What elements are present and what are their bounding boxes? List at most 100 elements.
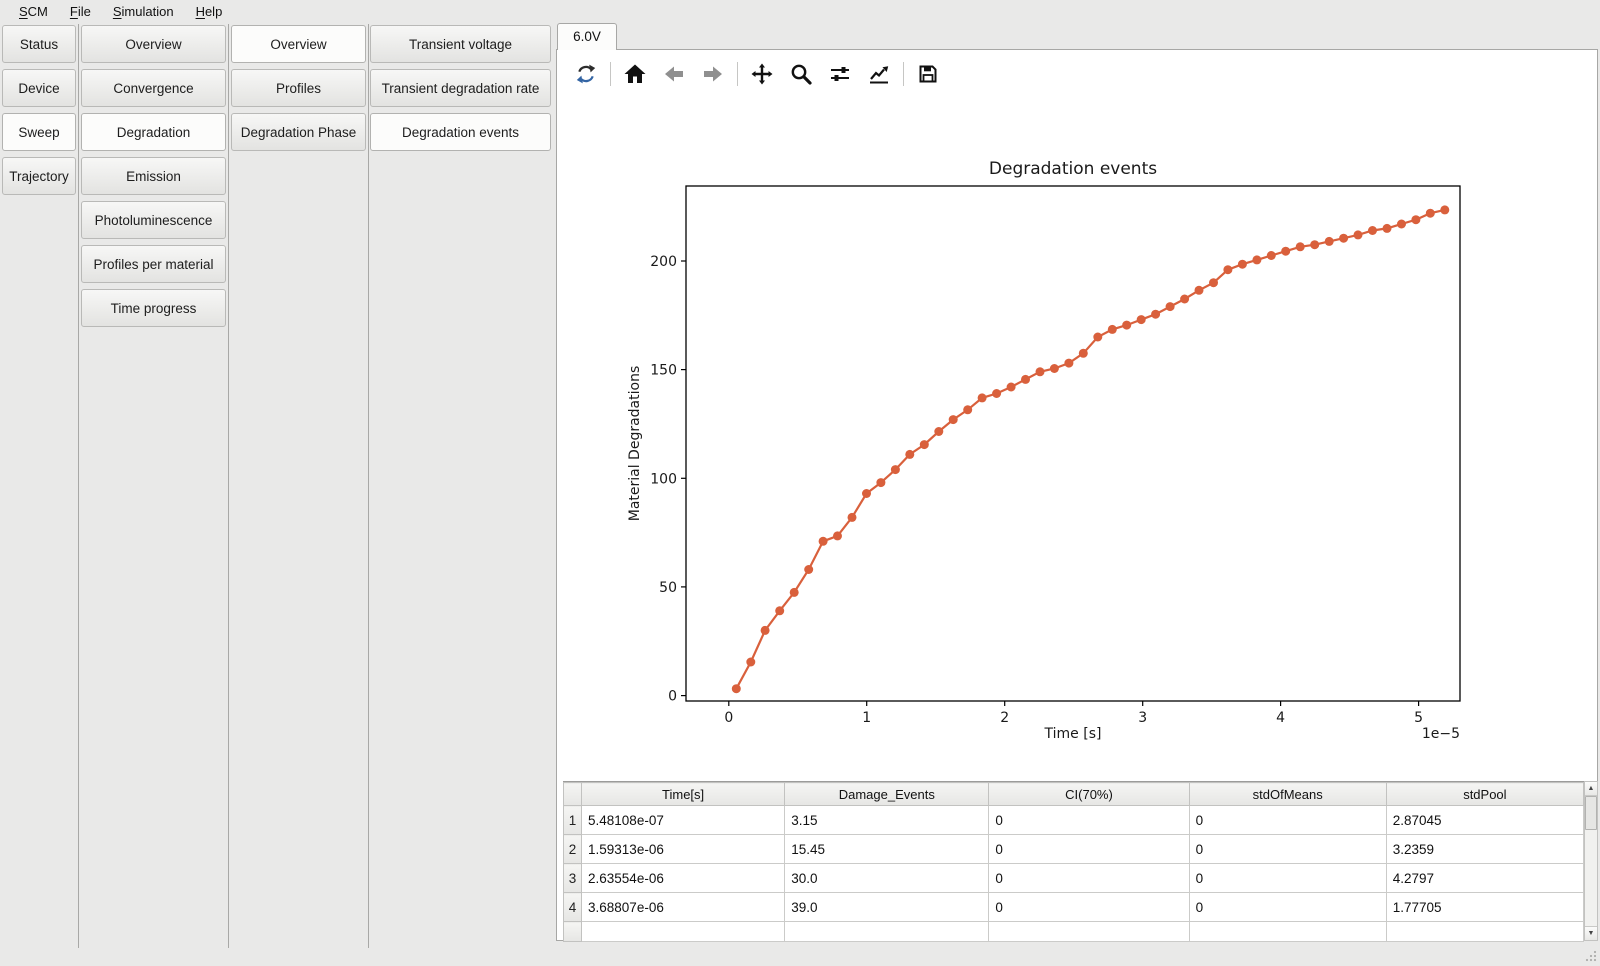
row-number[interactable]: 3 [564,864,582,893]
pan-button[interactable] [747,59,777,89]
toolbar-separator-2 [737,62,738,86]
back-button[interactable] [659,59,689,89]
svg-text:100: 100 [650,471,677,487]
table-cell[interactable]: 4.2797 [1386,864,1583,893]
subplot-config-button[interactable] [825,59,855,89]
table-cell[interactable]: 0 [1189,864,1386,893]
voltage-tab[interactable]: 6.0V [557,23,617,50]
menu-help[interactable]: Help [185,2,234,21]
table-cell[interactable]: 0 [1189,835,1386,864]
tab-trajectory[interactable]: Trajectory [2,157,76,195]
tab-emission[interactable]: Emission [81,157,226,195]
tab-convergence[interactable]: Convergence [81,69,226,107]
table-row: 3 2.63554e-06 30.0 0 0 4.2797 [564,864,1584,893]
tab-transient-degradation-rate[interactable]: Transient degradation rate [370,69,551,107]
scroll-down-button[interactable]: ▼ [1585,926,1597,940]
table-cell[interactable]: 30.0 [785,864,989,893]
menu-scm-rest: CM [28,4,48,19]
tab-transient-voltage[interactable]: Transient voltage [370,25,551,63]
pan-icon [750,62,774,86]
menu-file-rest: ile [78,4,91,19]
tab-degradation-phase[interactable]: Degradation Phase [231,113,366,151]
tab-photoluminescence[interactable]: Photoluminescence [81,201,226,239]
tab-profiles[interactable]: Profiles [231,69,366,107]
row-number[interactable]: 4 [564,893,582,922]
toolbar-separator-1 [610,62,611,86]
table-cell[interactable]: 2.63554e-06 [582,864,785,893]
svg-text:0: 0 [724,710,733,726]
resize-grip[interactable] [1584,949,1598,963]
nav-column-4: Transient voltage Transient degradation … [370,25,551,151]
table-cell[interactable]: 0 [989,864,1189,893]
table-cell[interactable]: 3.68807e-06 [582,893,785,922]
table-row: 2 1.59313e-06 15.45 0 0 3.2359 [564,835,1584,864]
sliders-icon [828,62,852,86]
tab-time-progress[interactable]: Time progress [81,289,226,327]
forward-button[interactable] [698,59,728,89]
tab-profiles-per-material[interactable]: Profiles per material [81,245,226,283]
table-cell[interactable]: 5.48108e-07 [582,806,785,835]
tab-sweep[interactable]: Sweep [2,113,76,151]
menu-file[interactable]: File [59,2,102,21]
table-cell[interactable] [1386,922,1583,942]
row-number[interactable] [564,922,582,942]
save-button[interactable] [913,59,943,89]
menu-help-rest: elp [205,4,222,19]
svg-text:2: 2 [1000,710,1009,726]
tab-degradation-events[interactable]: Degradation events [370,113,551,151]
col-header-ci70[interactable]: CI(70%) [989,783,1189,806]
table-cell[interactable]: 0 [989,806,1189,835]
table-cell[interactable]: 0 [989,835,1189,864]
back-arrow-icon [662,62,686,86]
menu-scm-accel: S [19,4,28,19]
tab-degradation[interactable]: Degradation [81,113,226,151]
column-separator-1 [78,24,79,948]
col-header-damage-events[interactable]: Damage_Events [785,783,989,806]
table-cell[interactable]: 1.77705 [1386,893,1583,922]
column-separator-3 [368,24,369,948]
tab-status[interactable]: Status [2,25,76,63]
plot-toolbar [571,59,943,89]
table-cell[interactable]: 3.15 [785,806,989,835]
scroll-up-button[interactable]: ▲ [1585,782,1597,796]
tab-device[interactable]: Device [2,69,76,107]
table-cell[interactable]: 2.87045 [1386,806,1583,835]
table-cell[interactable] [582,922,785,942]
col-header-stdpool[interactable]: stdPool [1386,783,1583,806]
table-cell[interactable]: 0 [1189,806,1386,835]
row-number[interactable]: 1 [564,806,582,835]
menu-simulation[interactable]: Simulation [102,2,185,21]
table-cell[interactable] [785,922,989,942]
table-scrollbar[interactable]: ▲ ▼ [1584,781,1598,941]
table-cell[interactable]: 39.0 [785,893,989,922]
degradation-events-chart: 012345050100150200Degradation eventsTime… [557,101,1599,776]
table-cell[interactable]: 3.2359 [1386,835,1583,864]
table-header-row: Time[s] Damage_Events CI(70%) stdOfMeans… [564,783,1584,806]
main-panel: 012345050100150200Degradation eventsTime… [556,49,1598,941]
zoom-button[interactable] [786,59,816,89]
svg-text:200: 200 [650,254,677,270]
svg-text:5: 5 [1414,710,1423,726]
tab-degradation-overview[interactable]: Overview [231,25,366,63]
table-cell[interactable]: 0 [989,893,1189,922]
table-cell[interactable] [1189,922,1386,942]
row-number[interactable]: 2 [564,835,582,864]
refresh-button[interactable] [571,59,601,89]
refresh-icon [574,62,598,86]
svg-text:0: 0 [668,689,677,705]
table-cell[interactable] [989,922,1189,942]
menu-file-accel: F [70,4,78,19]
axes-style-icon [867,62,891,86]
table-cell[interactable]: 0 [1189,893,1386,922]
svg-text:Time [s]: Time [s] [1044,726,1102,742]
table-cell[interactable]: 15.45 [785,835,989,864]
axes-config-button[interactable] [864,59,894,89]
home-button[interactable] [620,59,650,89]
col-header-time[interactable]: Time[s] [582,783,785,806]
table-cell[interactable]: 1.59313e-06 [582,835,785,864]
tab-overview[interactable]: Overview [81,25,226,63]
menu-scm[interactable]: SCM [8,2,59,21]
scrollbar-thumb[interactable] [1585,796,1597,830]
col-header-stdofmeans[interactable]: stdOfMeans [1189,783,1386,806]
corner-header-cell[interactable] [564,783,582,806]
